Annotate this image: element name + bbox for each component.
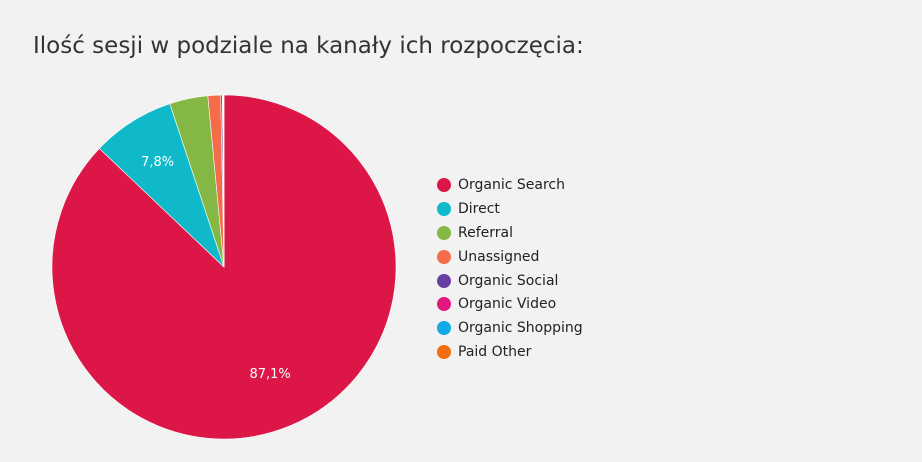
legend-item-organic-video[interactable]: Organic Video xyxy=(437,292,583,316)
legend-swatch-icon xyxy=(437,249,451,264)
legend-label: Unassigned xyxy=(458,248,540,265)
legend-item-paid-other[interactable]: Paid Other xyxy=(437,340,583,364)
pie-slice-paid-other[interactable] xyxy=(223,94,225,268)
legend-swatch-icon xyxy=(437,177,451,192)
legend-item-organic-search[interactable]: Organic Search xyxy=(437,173,583,197)
chart-legend: Organic Search Direct Referral Unassigned Or… xyxy=(437,173,583,364)
legend-item-direct[interactable]: Direct xyxy=(437,197,583,221)
legend-label: Organic Shopping xyxy=(458,320,583,337)
legend-swatch-icon xyxy=(437,321,451,336)
legend-label: Direct xyxy=(458,200,500,217)
legend-label: Referral xyxy=(458,224,513,241)
legend-item-referral[interactable]: Referral xyxy=(437,221,583,245)
legend-swatch-icon xyxy=(437,345,451,360)
legend-label: Organic Search xyxy=(458,176,566,193)
legend-swatch-icon xyxy=(437,225,451,240)
legend-swatch-icon xyxy=(437,201,451,216)
legend-swatch-icon xyxy=(437,297,451,312)
data-label-organic-search: 87,1% xyxy=(249,367,290,382)
chart-title: Ilość sesji w podziale na kanały ich roz… xyxy=(33,33,584,59)
legend-label: Organic Video xyxy=(458,296,557,313)
legend-item-organic-social[interactable]: Organic Social xyxy=(437,269,583,293)
data-label-direct: 7,8% xyxy=(141,155,174,170)
legend-label: Organic Social xyxy=(458,272,559,289)
legend-label: Paid Other xyxy=(458,344,532,361)
legend-item-organic-shopping[interactable]: Organic Shopping xyxy=(437,316,583,340)
legend-swatch-icon xyxy=(437,273,451,288)
legend-item-unassigned[interactable]: Unassigned xyxy=(437,245,583,269)
